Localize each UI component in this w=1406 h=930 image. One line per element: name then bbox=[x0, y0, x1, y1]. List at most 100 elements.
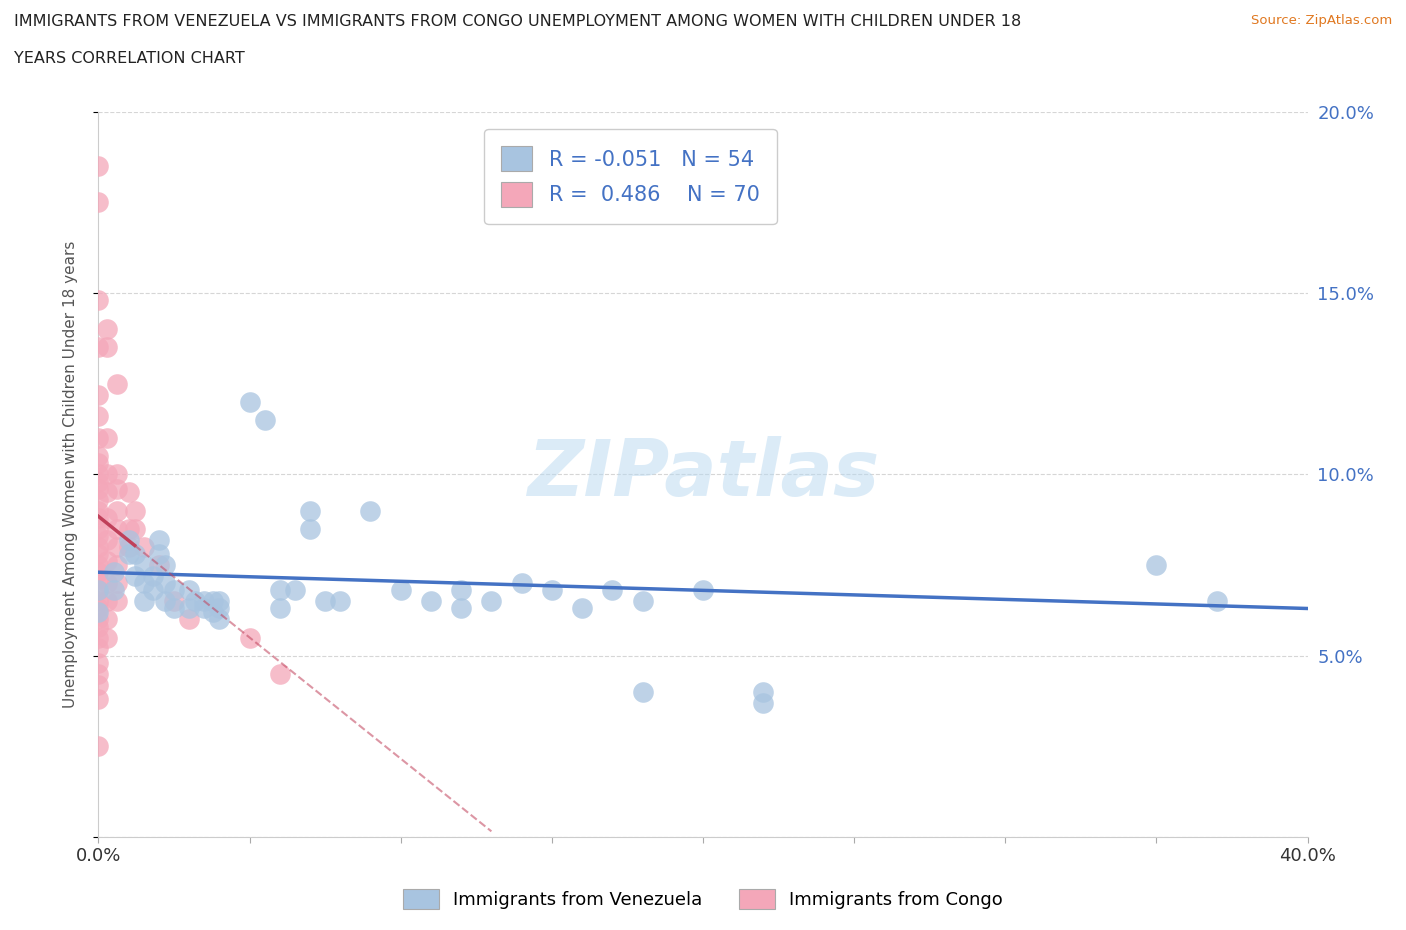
Point bbox=[96, 631, 118, 645]
Point bbox=[87, 431, 110, 445]
Point bbox=[360, 503, 382, 518]
Point bbox=[105, 594, 128, 609]
Point bbox=[118, 547, 141, 562]
Point bbox=[105, 558, 128, 573]
Point bbox=[132, 576, 155, 591]
Point bbox=[153, 558, 176, 573]
Point bbox=[124, 503, 146, 518]
Point bbox=[87, 619, 110, 634]
Point bbox=[269, 667, 291, 682]
Text: ZIPatlas: ZIPatlas bbox=[527, 436, 879, 512]
Point bbox=[148, 532, 170, 547]
Point bbox=[239, 394, 262, 409]
Point bbox=[179, 601, 201, 616]
Point bbox=[1206, 594, 1229, 609]
Point bbox=[148, 547, 170, 562]
Point bbox=[87, 601, 110, 616]
Point bbox=[87, 583, 110, 598]
Point bbox=[692, 583, 714, 598]
Point bbox=[202, 604, 225, 619]
Point bbox=[329, 594, 352, 609]
Point bbox=[299, 503, 322, 518]
Point bbox=[208, 594, 231, 609]
Y-axis label: Unemployment Among Women with Children Under 18 years: Unemployment Among Women with Children U… bbox=[63, 241, 77, 708]
Text: YEARS CORRELATION CHART: YEARS CORRELATION CHART bbox=[14, 51, 245, 66]
Point bbox=[87, 293, 110, 308]
Point bbox=[87, 612, 110, 627]
Point bbox=[87, 511, 110, 525]
Point bbox=[132, 558, 155, 573]
Point bbox=[179, 583, 201, 598]
Point bbox=[208, 601, 231, 616]
Point bbox=[540, 583, 562, 598]
Point bbox=[202, 594, 225, 609]
Point bbox=[105, 467, 128, 482]
Point bbox=[602, 583, 624, 598]
Point bbox=[87, 409, 110, 424]
Point bbox=[105, 482, 128, 497]
Point bbox=[103, 565, 125, 579]
Point bbox=[105, 377, 128, 392]
Point bbox=[752, 684, 775, 699]
Point bbox=[87, 539, 110, 554]
Point bbox=[450, 583, 472, 598]
Point bbox=[105, 576, 128, 591]
Point bbox=[87, 558, 110, 573]
Point bbox=[87, 547, 110, 562]
Point bbox=[299, 521, 322, 536]
Point bbox=[631, 684, 654, 699]
Point bbox=[179, 612, 201, 627]
Point bbox=[96, 467, 118, 482]
Point bbox=[87, 467, 110, 482]
Point bbox=[87, 492, 110, 507]
Point bbox=[87, 667, 110, 682]
Point bbox=[96, 485, 118, 500]
Point bbox=[87, 631, 110, 645]
Text: IMMIGRANTS FROM VENEZUELA VS IMMIGRANTS FROM CONGO UNEMPLOYMENT AMONG WOMEN WITH: IMMIGRANTS FROM VENEZUELA VS IMMIGRANTS … bbox=[14, 14, 1021, 29]
Point bbox=[389, 583, 412, 598]
Point bbox=[253, 413, 276, 428]
Point bbox=[87, 583, 110, 598]
Point bbox=[96, 594, 118, 609]
Point bbox=[105, 521, 128, 536]
Point bbox=[87, 387, 110, 402]
Point bbox=[450, 601, 472, 616]
Point bbox=[87, 474, 110, 489]
Point bbox=[87, 340, 110, 355]
Point bbox=[571, 601, 593, 616]
Point bbox=[87, 528, 110, 543]
Point bbox=[163, 583, 186, 598]
Point bbox=[87, 565, 110, 579]
Point bbox=[103, 583, 125, 598]
Point bbox=[87, 604, 110, 619]
Point bbox=[118, 521, 141, 536]
Point bbox=[96, 431, 118, 445]
Point bbox=[132, 594, 155, 609]
Point bbox=[96, 554, 118, 569]
Point bbox=[153, 594, 176, 609]
Point bbox=[87, 692, 110, 707]
Point bbox=[269, 601, 291, 616]
Point bbox=[87, 572, 110, 587]
Point bbox=[96, 612, 118, 627]
Point bbox=[420, 594, 443, 609]
Point bbox=[118, 532, 141, 547]
Point bbox=[269, 583, 291, 598]
Point bbox=[184, 594, 207, 609]
Text: Source: ZipAtlas.com: Source: ZipAtlas.com bbox=[1251, 14, 1392, 27]
Legend: Immigrants from Venezuela, Immigrants from Congo: Immigrants from Venezuela, Immigrants fr… bbox=[395, 882, 1011, 916]
Point bbox=[124, 568, 146, 583]
Point bbox=[752, 696, 775, 711]
Point bbox=[284, 583, 307, 598]
Point bbox=[87, 594, 110, 609]
Point bbox=[118, 539, 141, 554]
Point bbox=[142, 568, 165, 583]
Point bbox=[208, 612, 231, 627]
Point bbox=[148, 558, 170, 573]
Point bbox=[87, 158, 110, 173]
Point bbox=[193, 594, 215, 609]
Point bbox=[87, 449, 110, 464]
Point bbox=[193, 601, 215, 616]
Point bbox=[87, 641, 110, 656]
Point bbox=[510, 576, 533, 591]
